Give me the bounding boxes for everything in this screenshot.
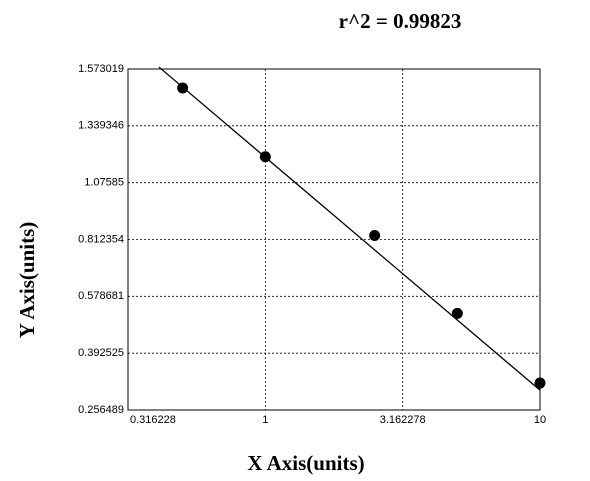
x-tick-label: 0.316228 xyxy=(130,414,176,426)
data-point xyxy=(451,307,463,319)
y-axis-label: Y Axis(units) xyxy=(15,222,39,339)
x-tick-label: 10 xyxy=(534,414,546,426)
y-tick-label: 0.578681 xyxy=(78,290,124,302)
y-tick-label: 1.339346 xyxy=(78,120,124,132)
x-axis-label: X Axis(units) xyxy=(247,451,364,475)
data-point xyxy=(177,82,189,94)
chart-title: r^2 = 0.99823 xyxy=(339,9,462,33)
fit-line xyxy=(158,66,541,391)
y-tick-label: 1.07585 xyxy=(84,177,124,189)
y-tick-label: 0.812354 xyxy=(78,233,124,245)
y-tick-label: 0.256489 xyxy=(78,404,124,416)
x-tick-label: 3.162278 xyxy=(380,414,426,426)
data-point xyxy=(369,229,381,241)
y-tick-label: 0.392525 xyxy=(78,347,124,359)
data-point xyxy=(259,151,271,163)
y-tick-label: 1.573019 xyxy=(78,63,124,75)
data-point xyxy=(534,377,546,389)
x-tick-label: 1 xyxy=(262,414,268,426)
